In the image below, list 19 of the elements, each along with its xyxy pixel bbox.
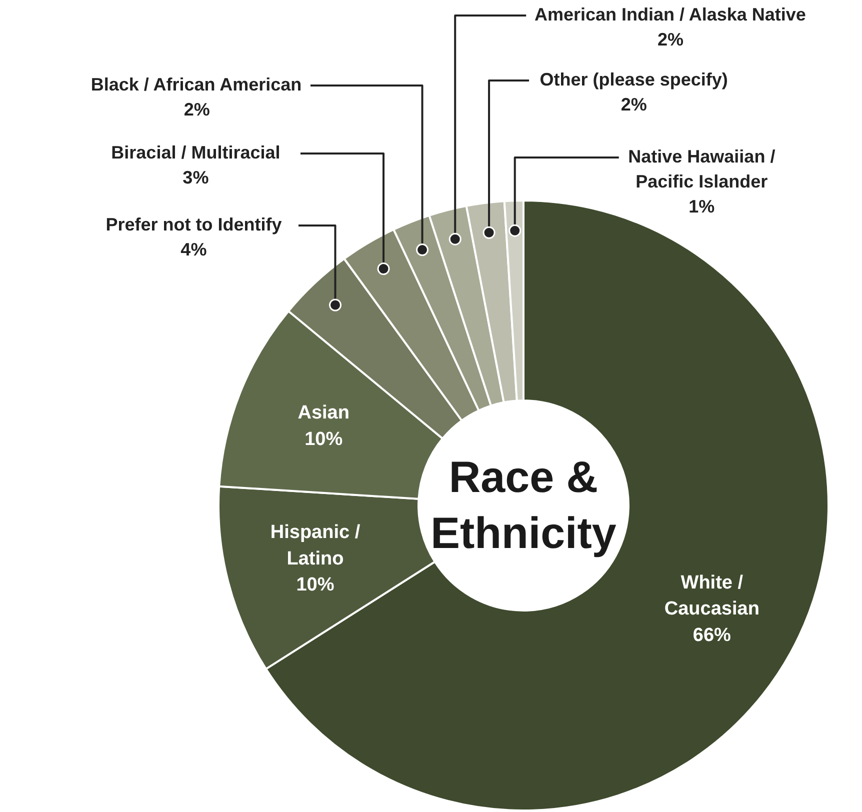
data-label: 2%: [620, 94, 647, 114]
slice-label: Other (please specify): [540, 70, 728, 90]
slice-label: Native Hawaiian / Pacific Islander: [628, 146, 776, 192]
data-label: 2%: [184, 100, 210, 120]
slice-label: White / Caucasian: [664, 572, 760, 620]
slice-label: Hispanic / Latino: [270, 522, 361, 570]
data-label: 10%: [304, 428, 343, 450]
data-label: 3%: [182, 168, 209, 188]
slice-label: Prefer not to Identify: [106, 214, 282, 234]
data-label: 4%: [180, 240, 207, 260]
data-label: 10%: [296, 574, 334, 596]
text: Race & Ethnicity: [430, 452, 617, 558]
data-label: 1%: [688, 196, 715, 216]
slice-label: Asian: [298, 402, 350, 424]
slice-label: Biracial / Multiracial: [111, 142, 280, 162]
slice-label: American Indian / Alaska Native: [534, 4, 806, 24]
data-label: 66%: [692, 624, 732, 646]
data-label: 2%: [658, 30, 684, 50]
slice-label: Black / African American: [90, 74, 302, 94]
